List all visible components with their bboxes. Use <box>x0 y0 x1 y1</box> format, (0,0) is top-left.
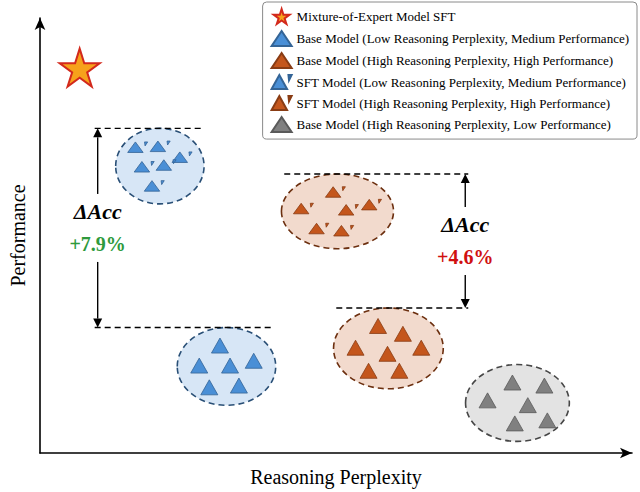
svg-text:Base Model (High Reasoning Per: Base Model (High Reasoning Perplexity, L… <box>297 117 611 132</box>
svg-text:Reasoning Perplexity: Reasoning Perplexity <box>250 466 422 489</box>
svg-text:Performance: Performance <box>7 184 29 286</box>
svg-text:Base Model (High Reasoning Per: Base Model (High Reasoning Perplexity, H… <box>297 53 614 68</box>
svg-text:+7.9%: +7.9% <box>69 233 125 255</box>
svg-text:SFT Model (High Reasoning Perp: SFT Model (High Reasoning Perplexity, Hi… <box>297 96 610 111</box>
svg-text:ΔAcc: ΔAcc <box>440 212 489 237</box>
svg-text:+4.6%: +4.6% <box>437 246 493 268</box>
svg-text:Mixture-of-Expert Model SFT: Mixture-of-Expert Model SFT <box>297 9 456 24</box>
svg-text:ΔAcc: ΔAcc <box>73 199 122 224</box>
svg-text:Base Model (Low Reasoning Perp: Base Model (Low Reasoning Perplexity, Me… <box>297 31 629 46</box>
svg-text:SFT Model (Low Reasoning Perpl: SFT Model (Low Reasoning Perplexity, Med… <box>297 75 626 90</box>
